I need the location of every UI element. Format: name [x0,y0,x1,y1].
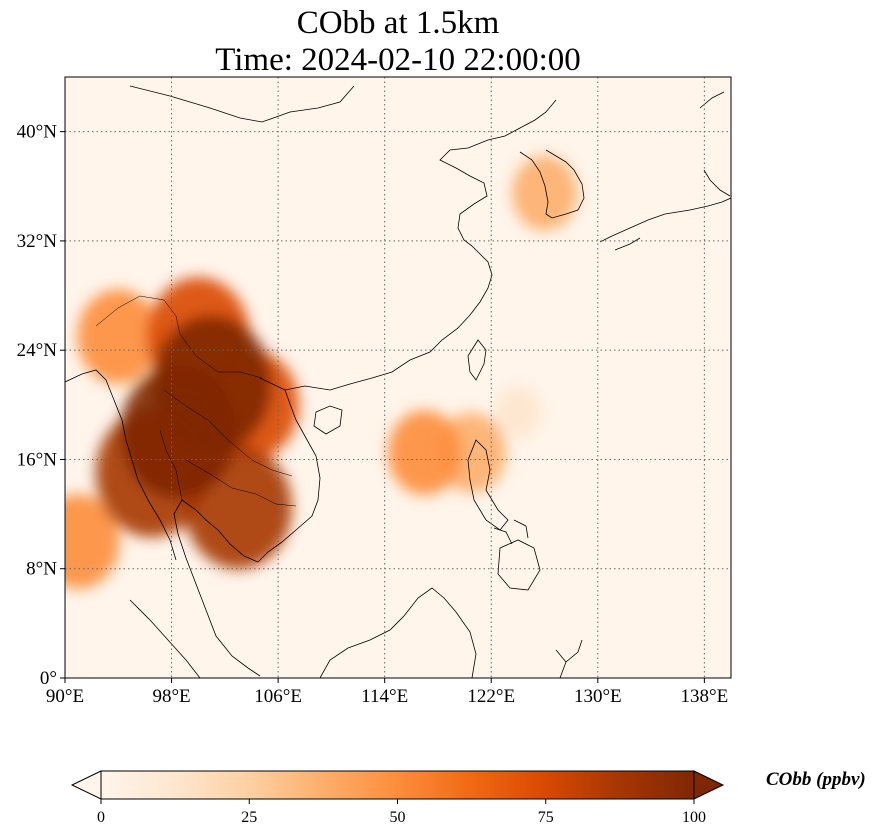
myanmar-coastline [65,369,177,561]
hainan-coastline [313,405,343,435]
co-plume [494,385,541,439]
colorbar-extend-high [693,770,725,800]
colorbar-ticks: 0 25 50 75 100 [97,799,706,826]
coastline-layer [65,85,731,678]
malay-coastline [173,499,261,677]
colorbar-tick-label: 0 [97,809,105,826]
colorbar-body [100,770,695,800]
china-coastline [259,99,557,391]
lat-axis: 0° 8°N 16°N 24°N 32°N 40°N [17,122,65,689]
lat-tick-label: 32°N [17,231,58,252]
lat-tick-label: 0° [40,668,57,689]
sulawesi-coastline [555,639,583,678]
colorbar-tick-label: 100 [682,809,706,826]
visayas-coastline [493,519,529,545]
colorbar-extend-low [70,770,102,800]
lat-tick-label: 24°N [17,340,58,361]
vietnam-coastline [257,389,321,563]
lon-tick-label: 130°E [574,686,622,707]
map-subtitle: Time: 2024-02-10 22:00:00 [215,42,581,78]
colorbar-label: CObb (ppbv) [766,769,866,790]
indochina-borders [95,295,297,507]
lon-tick-label: 106°E [254,686,302,707]
northern-border [129,85,355,123]
japan-coastline [599,91,731,251]
co-plume [65,494,120,589]
colorbar-tick-label: 75 [538,809,554,826]
sumatra-coastline [129,599,201,678]
taiwan-coastline [467,339,487,381]
lat-tick-label: 40°N [17,122,58,143]
korea-coastline [519,149,585,219]
lon-axis: 90°E 98°E 106°E 114°E 122°E 130°E 138°E [46,678,728,707]
lon-tick-label: 98°E [152,686,190,707]
lon-tick-label: 122°E [467,686,515,707]
lon-tick-label: 90°E [46,686,84,707]
colorbar: 0 25 50 75 100 [70,770,725,826]
lat-tick-label: 16°N [17,449,58,470]
co-plume [511,155,578,231]
lon-tick-label: 138°E [681,686,729,707]
borneo-coastline [319,587,477,678]
luzon-coastline [467,439,509,531]
co-plume [387,410,462,496]
co-plume [151,315,272,454]
colorbar-tick-label: 50 [390,809,406,826]
mindanao-coastline [497,539,541,591]
colorbar-tick-label: 25 [241,809,257,826]
map-frame [64,76,732,679]
map-title: CObb at 1.5km [296,5,500,41]
lon-tick-label: 114°E [361,686,408,707]
gridlines [65,77,731,678]
co-plume [77,289,160,384]
lat-tick-label: 8°N [26,559,57,580]
